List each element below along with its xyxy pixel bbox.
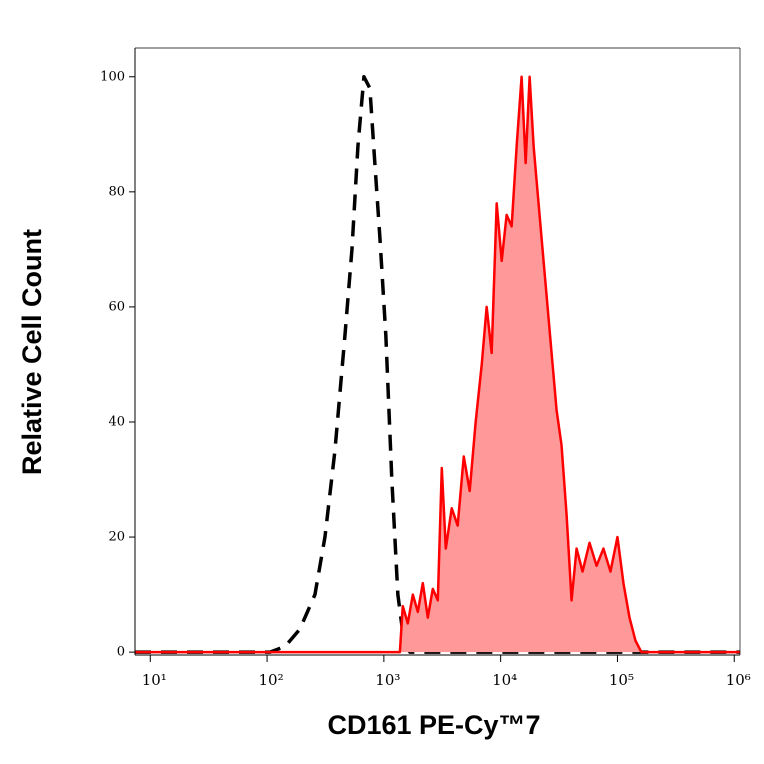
- x-tick-label: 10⁶: [726, 671, 751, 689]
- x-tick-label: 10²: [259, 671, 284, 689]
- x-tick-label: 10³: [375, 671, 400, 689]
- control-line: [135, 75, 740, 654]
- y-axis-title: Relative Cell Count: [17, 229, 47, 475]
- y-tick-label: 20: [108, 530, 125, 545]
- x-tick-label: 10¹: [142, 671, 167, 689]
- sample-line: [135, 75, 740, 654]
- x-tick-label: 10⁴: [492, 671, 517, 689]
- y-tick-label: 0: [117, 645, 125, 660]
- y-tick-label: 60: [108, 299, 125, 314]
- y-tick-label: 80: [108, 184, 125, 199]
- x-tick-label: 10⁵: [609, 671, 634, 689]
- y-tick-label: 100: [100, 69, 125, 84]
- y-tick-label: 40: [108, 414, 125, 429]
- x-axis-title: CD161 PE-Cy™7: [327, 710, 540, 740]
- area: [135, 76, 740, 653]
